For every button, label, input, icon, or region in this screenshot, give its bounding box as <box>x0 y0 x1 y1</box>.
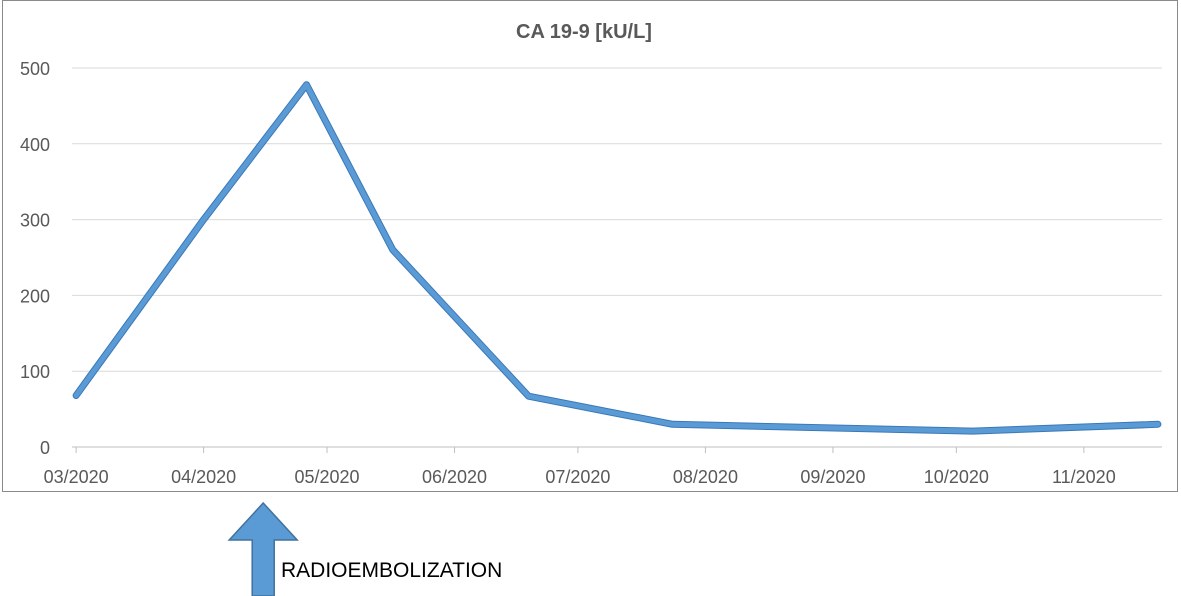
x-tick-label: 08/2020 <box>673 467 738 487</box>
data-point <box>203 219 205 221</box>
data-point <box>75 394 77 396</box>
series-layer <box>72 81 1162 435</box>
data-point <box>1157 423 1159 425</box>
annotation-label: RADIOEMBOLIZATION <box>281 559 502 582</box>
x-tick-label: 05/2020 <box>294 467 359 487</box>
x-tick-label: 10/2020 <box>924 467 989 487</box>
data-point <box>528 395 530 397</box>
data-point <box>305 84 307 86</box>
y-tick-label: 100 <box>20 362 50 382</box>
y-tick-label: 400 <box>20 135 50 155</box>
up-arrow-icon <box>227 501 299 596</box>
y-tick-label: 300 <box>20 211 50 231</box>
x-tick-label: 03/2020 <box>44 467 109 487</box>
x-tick-label: 04/2020 <box>171 467 236 487</box>
series-line <box>73 82 1161 434</box>
data-point <box>392 249 394 251</box>
series-line-outline <box>72 81 1162 435</box>
x-tick-label: 06/2020 <box>422 467 487 487</box>
y-tick-label: 0 <box>40 438 50 458</box>
x-axis-ticks: 03/2020 04/2020 05/2020 06/2020 07/2020 08/20… <box>44 447 1116 487</box>
x-tick-label: 09/2020 <box>800 467 865 487</box>
data-point <box>972 430 974 432</box>
annotation-layer: RADIOEMBOLIZATION <box>227 501 502 596</box>
y-axis-ticks: 0 100 200 300 400 500 <box>20 59 50 458</box>
chart-title: CA 19-9 [kU/L] <box>516 21 652 43</box>
y-tick-label: 500 <box>20 59 50 79</box>
x-tick-label: 11/2020 <box>1052 467 1116 487</box>
y-tick-label: 200 <box>20 286 50 306</box>
data-point <box>672 423 674 425</box>
x-tick-label: 07/2020 <box>545 467 610 487</box>
grid-lines <box>72 67 1162 448</box>
